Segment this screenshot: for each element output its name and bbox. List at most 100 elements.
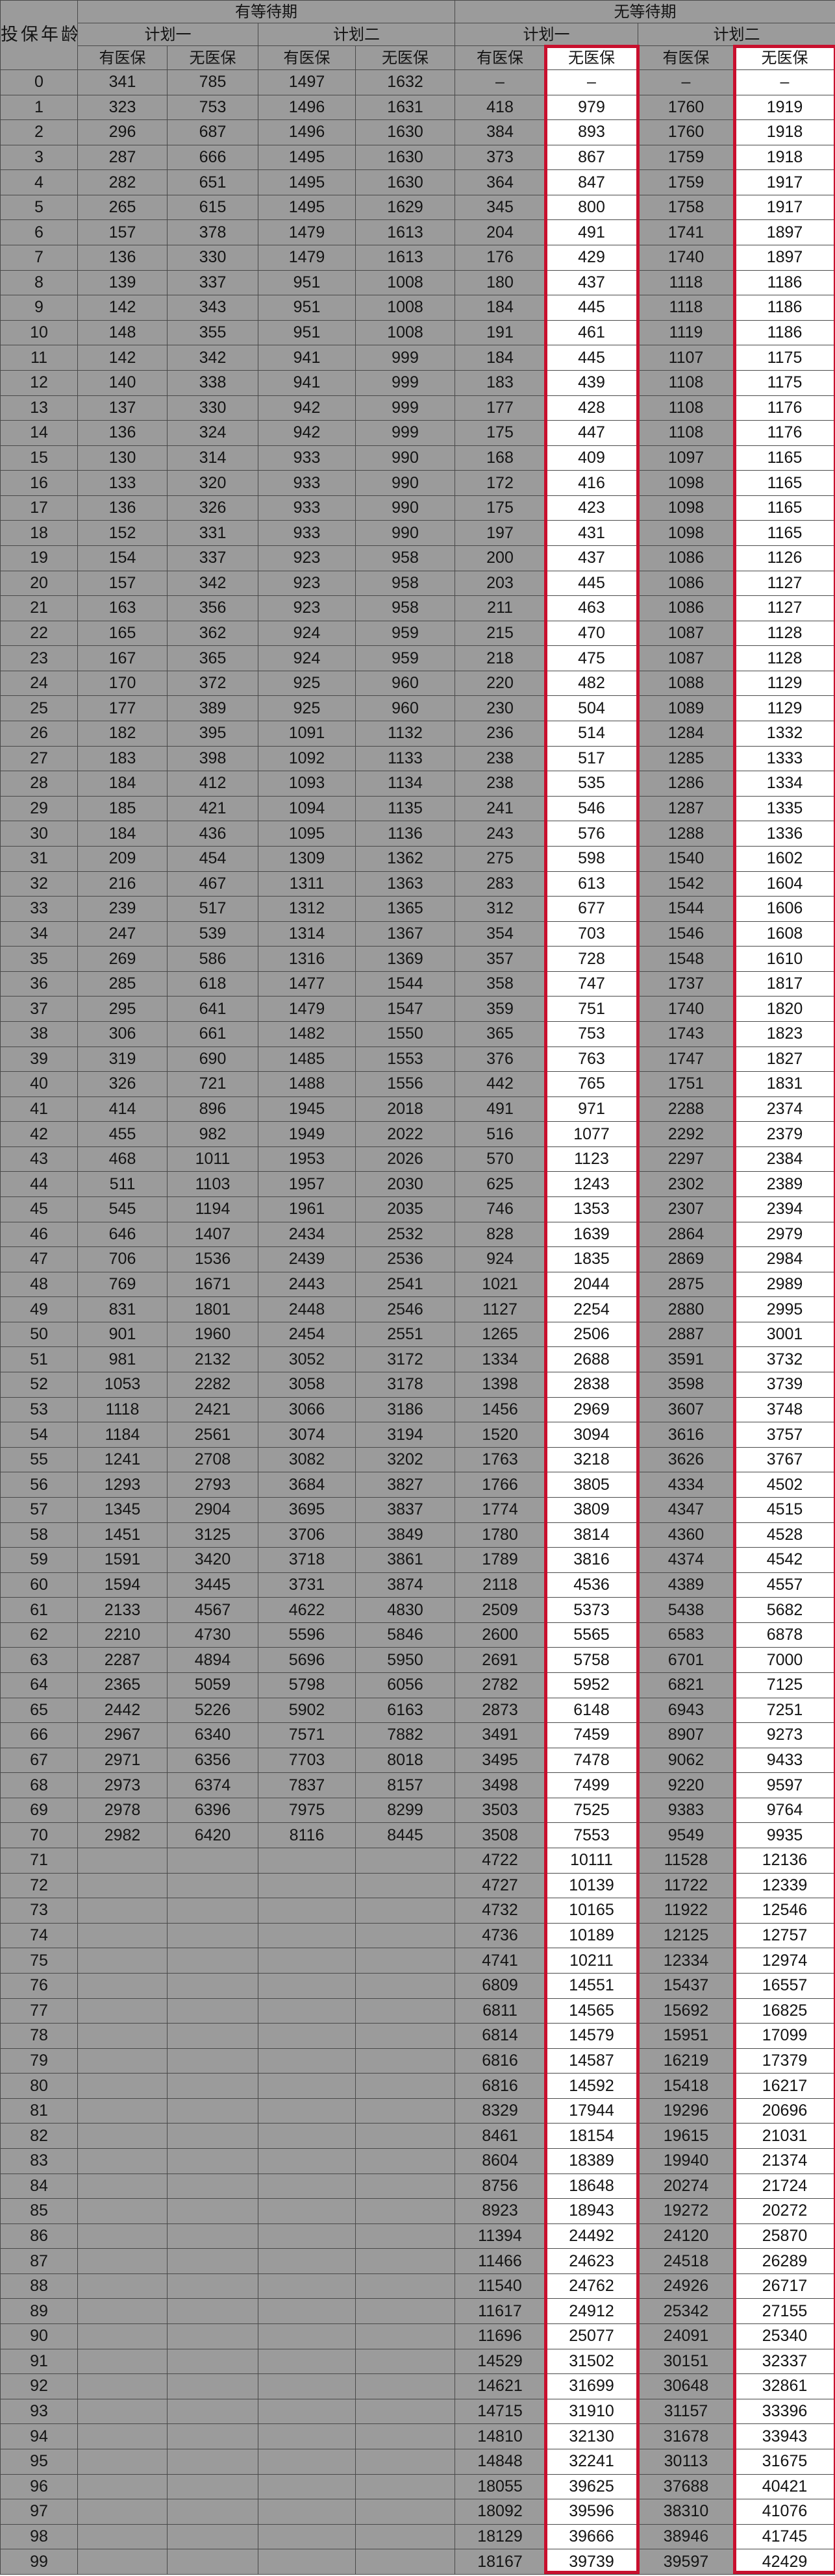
waiting-plan2-without-cell: 7882: [355, 1722, 455, 1748]
nowait-plan1-without-cell: 598: [545, 845, 638, 872]
table-row: 48 769 1671 2443 2541 1021 2044 2875 2989: [0, 1271, 835, 1298]
waiting-plan1-without-cell: 6340: [167, 1722, 258, 1748]
nowait-plan1-without-cell: 613: [545, 871, 638, 897]
nowait-plan1-without-cell: 504: [545, 695, 638, 722]
nowait-plan2-without-cell: 3732: [734, 1346, 835, 1373]
table-row: 43 468 1011 1953 2026 570 1123 2297 2384: [0, 1146, 835, 1172]
age-cell: 61: [0, 1597, 78, 1623]
nowait-plan1-without-cell: 14565: [545, 1998, 638, 2024]
nowait-plan2-with-cell: 24091: [638, 2323, 734, 2349]
nowait-plan1-without-cell: 437: [545, 545, 638, 571]
nowait-plan2-without-cell: 1186: [734, 295, 835, 321]
nowait-plan1-without-cell: 751: [545, 996, 638, 1022]
nowait-plan2-without-cell: 4557: [734, 1572, 835, 1598]
table-row: 60 1594 3445 3731 3874 2118 4536 4389 4557: [0, 1572, 835, 1598]
waiting-plan2-without-cell: 2541: [355, 1271, 455, 1298]
waiting-plan2-with-cell: 3695: [258, 1496, 356, 1523]
nowait-plan1-with-cell: 3508: [455, 1822, 545, 1849]
nowait-plan2-with-cell: 2887: [638, 1321, 734, 1348]
nowait-plan1-without-cell: 31699: [545, 2373, 638, 2399]
waiting-plan1-with-cell: [77, 2398, 168, 2425]
waiting-plan2-without-cell: 6056: [355, 1672, 455, 1698]
age-cell: 1: [0, 94, 78, 121]
waiting-plan1-with-cell: [77, 1948, 168, 1974]
nowait-plan1-without-cell: 4536: [545, 1572, 638, 1598]
waiting-plan1-with-cell: 157: [77, 570, 168, 597]
nowait-plan1-with-cell: 14621: [455, 2373, 545, 2399]
waiting-plan1-with-cell: 130: [77, 445, 168, 471]
age-cell: 48: [0, 1271, 78, 1298]
nowait-plan2-without-cell: 1176: [734, 420, 835, 446]
nowait-plan1-without-cell: 431: [545, 520, 638, 546]
waiting-plan2-with-cell: [258, 1848, 356, 1874]
nowait-plan2-with-cell: 1286: [638, 771, 734, 797]
table-row: 53 1118 2421 3066 3186 1456 2969 3607 3748: [0, 1396, 835, 1423]
age-cell: 11: [0, 345, 78, 371]
waiting-plan2-without-cell: 1132: [355, 721, 455, 747]
table-row: 3 287 666 1495 1630 373 867 1759 1918: [0, 144, 835, 171]
waiting-plan2-with-cell: 3058: [258, 1372, 356, 1398]
nowait-plan1-with-cell: 14810: [455, 2423, 545, 2449]
age-cell: 62: [0, 1622, 78, 1648]
table-row: 51 981 2132 3052 3172 1334 2688 3591 3732: [0, 1346, 835, 1373]
nowait-plan2-without-cell: 1165: [734, 520, 835, 546]
nowait-plan1-without-cell: 409: [545, 445, 638, 471]
waiting-plan2-with-cell: [258, 2273, 356, 2299]
nowait-plan1-without-cell: 5373: [545, 1597, 638, 1623]
nowait-plan2-with-cell: 25342: [638, 2298, 734, 2325]
col-header-nowait-plan2-with: 有医保: [638, 45, 734, 70]
table-row: 83 8604 18389 19940 21374: [0, 2148, 835, 2174]
nowait-plan2-with-cell: 1089: [638, 695, 734, 722]
age-cell: 17: [0, 495, 78, 521]
nowait-plan2-without-cell: 9935: [734, 1822, 835, 1849]
waiting-plan2-without-cell: 1135: [355, 795, 455, 822]
nowait-plan1-with-cell: 2600: [455, 1622, 545, 1648]
nowait-plan1-with-cell: 183: [455, 369, 545, 396]
waiting-plan2-without-cell: 1362: [355, 845, 455, 872]
nowait-plan1-without-cell: 14579: [545, 2023, 638, 2049]
nowait-plan2-without-cell: 21374: [734, 2148, 835, 2174]
waiting-plan1-with-cell: 2287: [77, 1647, 168, 1673]
nowait-plan1-with-cell: 345: [455, 194, 545, 221]
waiting-plan1-with-cell: 239: [77, 896, 168, 922]
nowait-plan1-without-cell: 1639: [545, 1221, 638, 1248]
waiting-plan2-without-cell: 999: [355, 369, 455, 396]
waiting-plan1-without-cell: [167, 1898, 258, 1924]
nowait-plan2-without-cell: 12136: [734, 1848, 835, 1874]
waiting-plan2-with-cell: 942: [258, 420, 356, 446]
waiting-plan2-without-cell: [355, 2323, 455, 2349]
table-body: 0 341 785 1497 1632– – – –1 323 753 1496 1631 418 979…: [0, 69, 835, 2575]
nowait-plan2-without-cell: 2984: [734, 1246, 835, 1272]
waiting-plan2-with-cell: 1485: [258, 1046, 356, 1072]
nowait-plan2-without-cell: 1827: [734, 1046, 835, 1072]
waiting-plan1-with-cell: 981: [77, 1346, 168, 1373]
table-row: 6 157 378 1479 1613 204 491 1741 1897: [0, 219, 835, 246]
waiting-plan1-without-cell: [167, 1872, 258, 1899]
waiting-plan1-without-cell: 1194: [167, 1196, 258, 1222]
waiting-plan1-with-cell: 136: [77, 245, 168, 271]
waiting-plan1-with-cell: 184: [77, 821, 168, 847]
nowait-plan2-without-cell: 25870: [734, 2223, 835, 2249]
nowait-plan2-with-cell: 9383: [638, 1797, 734, 1824]
table-row: 76 6809 14551 15437 16557: [0, 1972, 835, 1999]
waiting-plan1-without-cell: 666: [167, 144, 258, 171]
nowait-plan1-with-cell: 6816: [455, 2073, 545, 2099]
nowait-plan1-with-cell: 8604: [455, 2148, 545, 2174]
age-cell: 57: [0, 1496, 78, 1523]
nowait-plan1-with-cell: 11617: [455, 2298, 545, 2325]
waiting-plan2-with-cell: 941: [258, 345, 356, 371]
nowait-plan2-with-cell: 30648: [638, 2373, 734, 2399]
waiting-plan2-with-cell: 1957: [258, 1171, 356, 1198]
nowait-plan2-with-cell: 37688: [638, 2473, 734, 2500]
nowait-plan1-without-cell: 439: [545, 369, 638, 396]
nowait-plan2-without-cell: 1610: [734, 946, 835, 972]
nowait-plan1-with-cell: 230: [455, 695, 545, 722]
waiting-plan2-without-cell: 1136: [355, 821, 455, 847]
table-row: 62 2210 4730 5596 5846 2600 5565 6583 6878: [0, 1622, 835, 1648]
nowait-plan1-with-cell: 168: [455, 445, 545, 471]
table-row: 70 2982 6420 8116 8445 3508 7553 9549 9935: [0, 1822, 835, 1849]
nowait-plan1-with-cell: 3495: [455, 1747, 545, 1774]
waiting-plan1-without-cell: 5226: [167, 1697, 258, 1724]
nowait-plan1-with-cell: 4727: [455, 1872, 545, 1899]
table-row: 15 130 314 933 990 168 409 1097 1165: [0, 445, 835, 471]
